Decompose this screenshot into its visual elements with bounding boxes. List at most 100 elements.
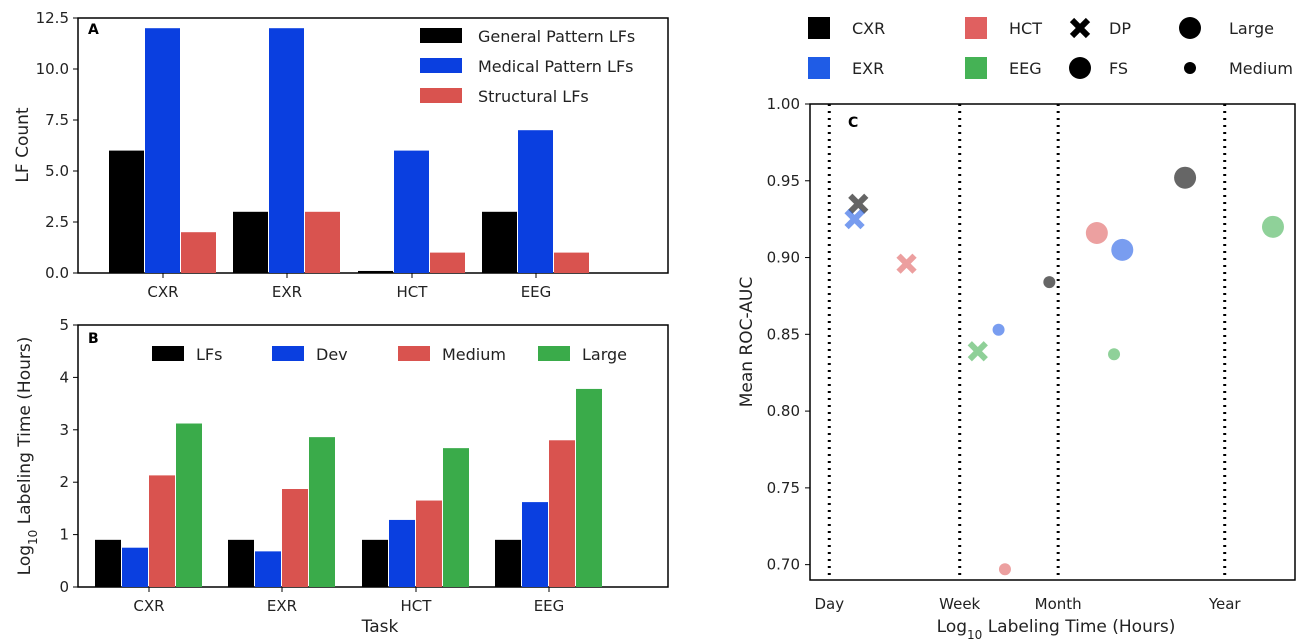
panel-b-y-axis-label: Log10 Labeling Time (Hours): [15, 337, 40, 576]
panel-b-chart: 0 1 2 3 4 5 CXR EXR HCT EEG B Log10 Labeling Tim…: [15, 316, 669, 637]
panel-c-legend-swatch-hct: [965, 17, 987, 39]
panel-c-y-tick-label: 0.85: [767, 325, 800, 343]
panel-c-legend: CXR EXR HCT EEG DP FS Large Medium: [808, 17, 1293, 79]
panel-b-bar-medium-exr: [282, 489, 308, 587]
panel-b-x-tick-label-eeg: EEG: [534, 597, 565, 615]
panel-b-y-tick-label: 2: [59, 473, 69, 491]
panel-a-bar-medical-pattern-lfs-eeg: [518, 130, 553, 273]
panel-c-y-tick-label: 0.75: [767, 479, 800, 497]
panel-a-y-tick-label: 7.5: [45, 111, 69, 129]
panel-c-legend-label-large: Large: [1229, 19, 1274, 38]
panel-a-y-axis-label: LF Count: [13, 107, 33, 182]
panel-b-y-tick-label: 1: [59, 526, 69, 544]
panel-a-bar-general-pattern-lfs-eeg: [482, 211, 517, 273]
panel-b-bars: [95, 388, 602, 587]
panel-c-y-tick-label: 1.00: [767, 95, 800, 113]
panel-b-bar-large-eeg: [576, 388, 602, 587]
panel-b-legend: LFs Dev Medium Large: [152, 345, 627, 364]
panel-b-legend-label-dev: Dev: [316, 345, 348, 364]
panel-c-xlabel-pre: Log: [937, 617, 967, 637]
panel-b-bar-dev-hct: [389, 519, 415, 587]
panel-c-xlabel-post: Labeling Time (Hours): [982, 617, 1175, 637]
panel-a-bar-medical-pattern-lfs-cxr: [145, 28, 180, 274]
panel-a-chart: 0.0 2.5 5.0 7.5 10.0 12.5 CXR EXR HCT EEG A LF C…: [13, 9, 669, 301]
point-exr-fs-large: [1111, 238, 1134, 261]
panel-a-legend-swatch-medical-pattern-lfs: [420, 58, 462, 73]
point-eeg-fs-medium: [1108, 348, 1121, 361]
panel-b-bar-dev-cxr: [122, 547, 148, 587]
panel-c-legend-swatch-cxr: [808, 17, 830, 39]
panel-c-legend-x-marker-icon: [1069, 17, 1091, 39]
panel-b-y-tick-label: 4: [59, 368, 69, 386]
panel-b-legend-swatch-lfs: [152, 346, 184, 361]
panel-c-xlabel-sub: 10: [967, 628, 982, 640]
panel-b-bar-dev-exr: [255, 551, 281, 587]
point-eeg-dp-large: [967, 341, 988, 362]
point-cxr-dp-large: [848, 193, 869, 214]
panel-b-legend-label-large: Large: [582, 345, 627, 364]
panel-c-x-tick-label-year: Year: [1208, 595, 1242, 613]
panel-a-letter: A: [88, 22, 99, 38]
panel-b-ylabel-post: Labeling Time (Hours): [15, 337, 35, 530]
panel-c-legend-label-hct: HCT: [1009, 19, 1042, 38]
panel-b-legend-label-medium: Medium: [442, 345, 506, 364]
panel-b-x-tick-label-cxr: CXR: [133, 597, 164, 615]
panel-c-x-tick-label-day: Day: [814, 595, 844, 613]
panel-a-x-tick-label-cxr: CXR: [147, 283, 178, 301]
panel-c-x-tick-label-month: Month: [1035, 595, 1082, 613]
panel-b-letter: B: [88, 331, 99, 347]
panel-a-y-tick-label: 2.5: [45, 213, 69, 231]
panel-c-points: [844, 166, 1284, 576]
panel-b-bar-large-cxr: [176, 423, 202, 587]
panel-c-y-ticks: 0.70 0.75 0.80 0.85 0.90 0.95 1.00: [767, 95, 810, 574]
point-eeg-fs-large: [1261, 215, 1284, 238]
panel-a-bar-general-pattern-lfs-hct: [358, 270, 393, 273]
panel-b-x-ticks: CXR EXR HCT EEG: [133, 587, 564, 615]
panel-b-bar-medium-hct: [416, 500, 442, 587]
panel-a-bar-structural-lfs-exr: [305, 211, 340, 273]
panel-c-x-ticks: Day Week Month Year: [814, 595, 1241, 613]
panel-c-legend-x-marker-icon-stroke-b: [1069, 17, 1091, 39]
panel-b-x-axis-label: Task: [361, 617, 399, 637]
point-cxr-fs-large: [1174, 166, 1197, 189]
panel-b-bar-medium-eeg: [549, 440, 575, 587]
panel-c-legend-label-eeg: EEG: [1009, 59, 1042, 78]
panel-b-legend-swatch-dev: [272, 346, 304, 361]
panel-c-legend-label-cxr: CXR: [852, 19, 885, 38]
panel-c-x-axis-label: Log10 Labeling Time (Hours): [937, 617, 1176, 640]
point-hct-fs-medium: [998, 563, 1011, 576]
panel-c-y-tick-label: 0.95: [767, 172, 800, 190]
point-exr-fs-medium: [992, 323, 1005, 336]
point-hct-dp-large-stroke-b: [896, 253, 917, 274]
panel-b-y-tick-label: 3: [59, 421, 69, 439]
panel-a-legend-swatch-structural-lfs: [420, 88, 462, 103]
panel-c-y-tick-label: 0.70: [767, 556, 800, 574]
panel-b-x-tick-label-hct: HCT: [401, 597, 433, 615]
panel-c-y-tick-label: 0.80: [767, 402, 800, 420]
panel-a-legend-label-medical-pattern-lfs: Medical Pattern LFs: [478, 57, 633, 76]
panel-c-x-tick-label-week: Week: [939, 595, 980, 613]
panel-a-bar-medical-pattern-lfs-hct: [394, 150, 429, 273]
panel-a-bar-structural-lfs-eeg: [554, 252, 589, 273]
point-cxr-fs-medium: [1043, 276, 1056, 289]
panel-b-y-ticks: 0 1 2 3 4 5: [59, 316, 78, 596]
panel-c-legend-label-exr: EXR: [852, 59, 884, 78]
panel-a-legend-label-general-pattern-lfs: General Pattern LFs: [478, 27, 635, 46]
panel-a-y-ticks: 0.0 2.5 5.0 7.5 10.0 12.5: [36, 9, 78, 282]
panel-b-y-tick-label: 5: [59, 316, 69, 334]
panel-b-bar-large-hct: [443, 448, 469, 587]
panel-a-y-tick-label: 5.0: [45, 162, 69, 180]
panel-b-bar-lfs-hct: [362, 539, 388, 587]
panel-b-ylabel-pre: Log: [15, 545, 35, 575]
panel-a-y-tick-label: 10.0: [36, 60, 69, 78]
panel-c-legend-circle-marker-icon: [1069, 57, 1091, 79]
point-eeg-dp-large-stroke-b: [967, 341, 988, 362]
panel-a-bar-structural-lfs-hct: [430, 252, 465, 273]
panel-b-ylabel-sub: 10: [26, 530, 40, 545]
panel-c-y-tick-label: 0.90: [767, 249, 800, 267]
point-cxr-dp-large-stroke-b: [848, 193, 869, 214]
panel-c-legend-label-fs: FS: [1109, 59, 1128, 78]
panel-b-x-tick-label-exr: EXR: [267, 597, 297, 615]
point-hct-dp-large: [896, 253, 917, 274]
